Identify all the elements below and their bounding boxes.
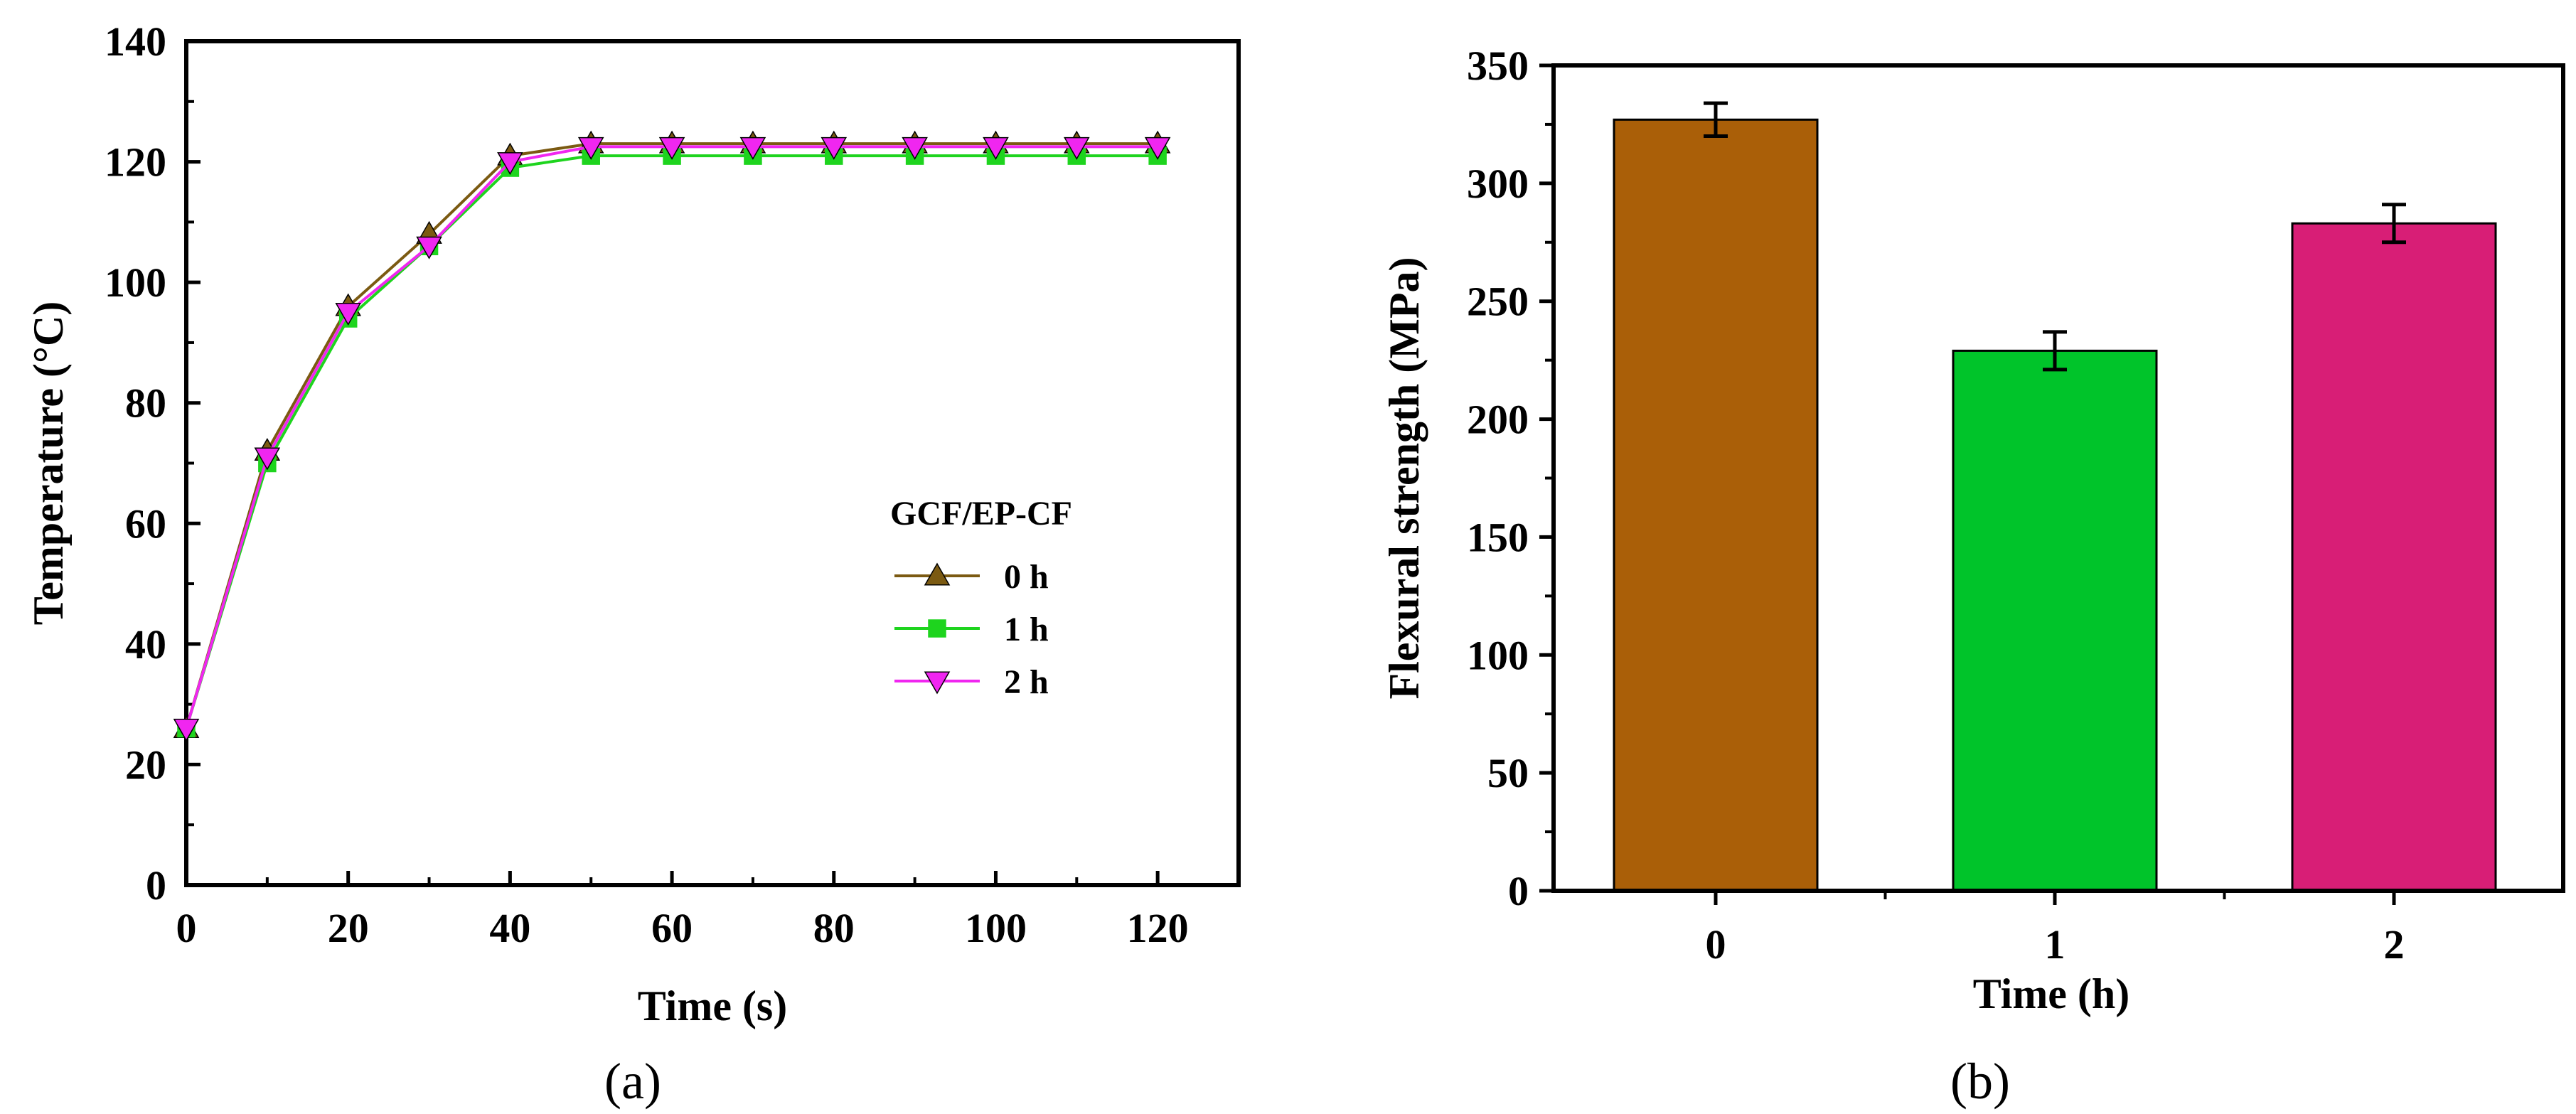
data-point	[577, 136, 604, 160]
data-point	[254, 447, 281, 471]
x-tick-label: 0	[1706, 921, 1726, 968]
bar-0	[1613, 118, 1819, 892]
legend-label: 2 h	[1004, 663, 1049, 701]
x-tick-label: 20	[328, 905, 369, 951]
y-tick-label: 0	[146, 862, 166, 909]
y-tick-label: 250	[1467, 279, 1529, 325]
data-point	[1144, 136, 1171, 160]
x-tick-label: 100	[965, 905, 1027, 951]
bar-2	[2291, 222, 2497, 892]
y-tick-label: 150	[1467, 514, 1529, 560]
x-tick-label: 1	[2045, 921, 2065, 968]
legend-item-2-h: 2 h	[894, 663, 1049, 701]
data-point	[497, 152, 523, 176]
data-point	[335, 303, 361, 326]
data-point	[983, 136, 1009, 160]
x-tick-label: 40	[489, 905, 530, 951]
data-point	[658, 136, 685, 160]
bar-1	[1952, 349, 2158, 892]
y-tick-label: 100	[105, 259, 166, 306]
legend-marker	[924, 671, 951, 695]
x-tick-label: 0	[176, 905, 197, 951]
panel-b-y-axis-title: Flexural strength (MPa)	[1381, 257, 1428, 699]
panel-b-x-axis-title: Time (h)	[1973, 970, 2130, 1017]
panel-b-label: (b)	[1950, 1053, 2010, 1110]
x-tick-label: 120	[1127, 905, 1189, 951]
panel-a-legend: GCF/EP-CF 0 h 1 h 2 h	[890, 495, 1072, 701]
x-tick-label: 60	[651, 905, 693, 951]
y-tick-label: 0	[1508, 868, 1529, 914]
data-point	[173, 719, 200, 742]
data-point	[1064, 136, 1090, 160]
panel-a-label: (a)	[604, 1053, 661, 1110]
data-point	[902, 136, 928, 160]
y-tick-label: 300	[1467, 161, 1529, 207]
y-tick-label: 50	[1487, 750, 1529, 796]
panel-a-line-chart: 0 20 40 60 80 100 120 0 20 40 60 80 100 120 140 Time (…	[25, 18, 1241, 1110]
data-point	[416, 236, 442, 259]
error-bar-0	[1704, 101, 1728, 139]
legend-item-1-h: 1 h	[894, 611, 1049, 648]
panel-a-ticks: 0 20 40 60 80 100 120 0 20 40 60 80 100 120 140	[105, 18, 1189, 951]
y-tick-label: 200	[1467, 397, 1529, 443]
data-point	[821, 136, 848, 160]
y-tick-label: 100	[1467, 632, 1529, 678]
legend-item-0-h: 0 h	[894, 558, 1049, 596]
y-tick-label: 350	[1467, 43, 1529, 89]
y-tick-label: 40	[125, 621, 166, 668]
x-tick-label: 80	[813, 905, 855, 951]
y-tick-label: 20	[125, 741, 166, 788]
y-tick-label: 80	[125, 380, 166, 427]
legend-marker	[924, 562, 951, 586]
panel-b-bars	[1613, 101, 2497, 892]
y-tick-label: 60	[125, 500, 166, 547]
panel-a-y-axis-title: Temperature (°C)	[25, 301, 72, 626]
panel-a-x-axis-title: Time (s)	[638, 982, 788, 1029]
legend-label: 1 h	[1004, 611, 1049, 648]
panel-a-plot-frame	[184, 39, 1241, 887]
panel-a-legend-title: GCF/EP-CF	[890, 495, 1072, 532]
y-tick-label: 140	[105, 18, 166, 65]
series-2-h	[173, 136, 1171, 742]
error-bar-2	[2382, 203, 2406, 245]
x-tick-label: 2	[2384, 921, 2405, 968]
panel-b-bar-chart: 0 1 2 0 50 100 150 200 250 300 350 Time (h) Flexur…	[1381, 43, 2565, 1110]
legend-marker	[928, 619, 946, 638]
data-point	[739, 136, 766, 160]
y-tick-label: 120	[105, 139, 166, 186]
error-bar-1	[2043, 330, 2067, 372]
panel-b-ticks: 0 1 2 0 50 100 150 200 250 300 350	[1467, 43, 2405, 968]
legend-label: 0 h	[1004, 558, 1049, 596]
series-1-h	[177, 146, 1167, 738]
panel-a-series	[173, 130, 1171, 742]
